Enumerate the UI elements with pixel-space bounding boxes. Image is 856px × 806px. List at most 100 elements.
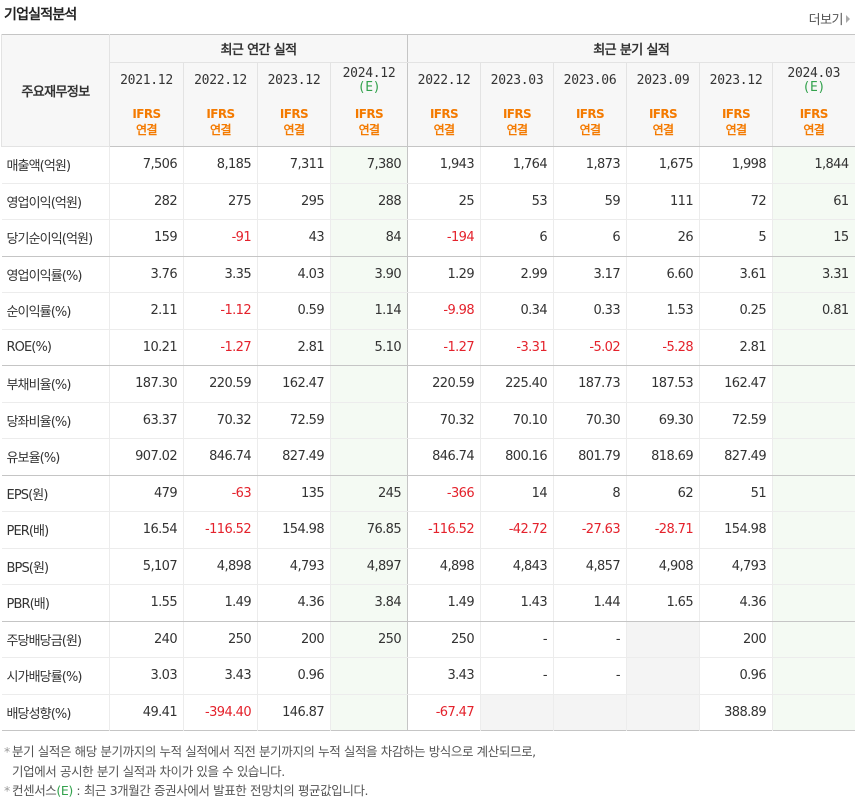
section-title: 기업실적분석 bbox=[4, 7, 77, 23]
table-cell: 1,998 bbox=[699, 146, 773, 184]
table-cell bbox=[626, 621, 700, 658]
table-cell: 69.30 bbox=[626, 402, 700, 439]
row-label: 배당성향(%) bbox=[6, 706, 72, 722]
row-label: PER(배) bbox=[1, 511, 110, 549]
table-cell: 3.43 bbox=[407, 657, 481, 695]
row-label: 당기순이익(억원) bbox=[1, 219, 110, 257]
table-cell: 200 bbox=[699, 621, 773, 658]
row-label: 주당배당금(원) bbox=[1, 621, 110, 658]
table-row: 매출액(억원) 7,506 8,185 7,311 7,380 1,943 1,764 1,8… bbox=[1, 146, 855, 184]
footnote-text: : 최근 3개월간 증권사에서 발표한 전망치의 평균값입니다. bbox=[72, 783, 369, 798]
basis-scope: 연결 bbox=[283, 123, 305, 138]
basis-standard: IFRS bbox=[721, 107, 751, 122]
table-cell: -63 bbox=[183, 475, 258, 512]
table-cell: -67.47 bbox=[407, 694, 481, 731]
table-row: PER(배) 16.54 -116.52 154.98 76.85 -116.52 -42.… bbox=[1, 511, 855, 549]
basis-header: IFRS 연결 bbox=[329, 98, 408, 147]
table-row: EPS(원) 479 -63 135 245 -366 14 8 62 51 bbox=[1, 475, 855, 512]
period-label: 2022.12 bbox=[194, 72, 247, 88]
table-cell: 3.03 bbox=[109, 657, 184, 695]
table-cell: -42.72 bbox=[480, 511, 554, 549]
period-label: 2022.12 bbox=[417, 72, 471, 88]
table-cell bbox=[772, 329, 855, 366]
table-cell bbox=[772, 438, 855, 476]
table-cell: 3.43 bbox=[183, 657, 258, 695]
table-cell: 220.59 bbox=[407, 365, 481, 403]
table-cell: 4.36 bbox=[257, 584, 331, 622]
row-label: 영업이익(억원) bbox=[1, 183, 110, 220]
table-cell: 0.96 bbox=[257, 657, 331, 695]
table-cell: 1,675 bbox=[626, 146, 700, 184]
table-cell bbox=[772, 621, 855, 658]
period-label: 2023.09 bbox=[636, 72, 690, 88]
basis-scope: 연결 bbox=[506, 123, 528, 138]
table-cell: 61 bbox=[772, 183, 855, 220]
table-cell: 159 bbox=[109, 219, 184, 257]
table-cell: -27.63 bbox=[553, 511, 627, 549]
table-cell bbox=[626, 657, 700, 695]
table-cell: - bbox=[480, 657, 554, 695]
table-cell: 7,506 bbox=[109, 146, 184, 184]
row-label: 매출액(억원) bbox=[1, 146, 110, 184]
table-cell: 187.73 bbox=[553, 365, 627, 403]
basis-scope: 연결 bbox=[803, 123, 825, 138]
table-cell: 1.49 bbox=[183, 584, 258, 622]
table-cell: -116.52 bbox=[407, 511, 481, 549]
table-cell: 250 bbox=[407, 621, 481, 658]
basis-scope: 연결 bbox=[652, 123, 674, 138]
table-cell: 1,873 bbox=[553, 146, 627, 184]
table-cell: 1.29 bbox=[407, 256, 481, 293]
more-link[interactable]: 더보기 bbox=[809, 9, 850, 28]
table-cell: 846.74 bbox=[183, 438, 258, 476]
table-cell: 72.59 bbox=[257, 402, 331, 439]
annual-group-header: 최근 연간 실적 bbox=[108, 34, 408, 63]
table-cell: 2.99 bbox=[480, 256, 554, 293]
footnote-consensus: * 컨센서스(E) : 최근 3개월간 증권사에서 발표한 전망치의 평균값입니… bbox=[4, 781, 536, 801]
row-label: EPS(원) bbox=[1, 475, 110, 512]
table-cell: 63.37 bbox=[109, 402, 184, 439]
table-cell: 4,793 bbox=[699, 548, 773, 585]
footnote-quarterly: * 분기 실적은 해당 분기까지의 누적 실적에서 직전 분기까지의 누적 실적… bbox=[4, 742, 536, 762]
table-cell: - bbox=[553, 621, 627, 658]
table-cell: 250 bbox=[329, 621, 408, 658]
estimate-mark: (E) bbox=[357, 79, 381, 95]
table-cell bbox=[772, 584, 855, 622]
table-cell bbox=[626, 694, 700, 731]
period-header: 2023.06 bbox=[553, 62, 627, 99]
table-cell: 250 bbox=[183, 621, 258, 658]
table-cell: -1.27 bbox=[183, 329, 258, 366]
table-cell: 154.98 bbox=[699, 511, 773, 549]
basis-standard: IFRS bbox=[279, 107, 309, 122]
table-cell: -194 bbox=[407, 219, 481, 257]
table-cell: 225.40 bbox=[480, 365, 554, 403]
table-cell: -366 bbox=[407, 475, 481, 512]
basis-standard: IFRS bbox=[575, 107, 605, 122]
header-group-row: 주요재무정보 최근 연간 실적 최근 분기 실적 bbox=[1, 34, 855, 147]
table-cell: 1.14 bbox=[329, 292, 408, 330]
table-cell: 3.35 bbox=[183, 256, 258, 293]
table-cell: 70.10 bbox=[480, 402, 554, 439]
table-cell: 0.81 bbox=[772, 292, 855, 330]
table-cell bbox=[772, 657, 855, 695]
table-cell: -9.98 bbox=[407, 292, 481, 330]
more-link-label: 더보기 bbox=[808, 13, 844, 28]
table-cell: 26 bbox=[626, 219, 700, 257]
table-cell: 162.47 bbox=[699, 365, 773, 403]
basis-scope: 연결 bbox=[725, 123, 747, 138]
table-cell: 295 bbox=[257, 183, 331, 220]
period-label: 2023.12 bbox=[709, 72, 763, 88]
table-cell: 53 bbox=[480, 183, 554, 220]
table-cell: 1.65 bbox=[626, 584, 700, 622]
row-label: 부채비율(%) bbox=[1, 365, 110, 403]
period-label: 2023.06 bbox=[563, 72, 617, 88]
table-cell: 4,843 bbox=[480, 548, 554, 585]
row-header-label: 주요재무정보 bbox=[1, 34, 110, 147]
quarter-group-header: 최근 분기 실적 bbox=[407, 34, 855, 63]
period-header: 2023.03 bbox=[480, 62, 554, 99]
table-cell: 8 bbox=[553, 475, 627, 512]
table-cell: 1,844 bbox=[772, 146, 855, 184]
table-cell: 0.59 bbox=[257, 292, 331, 330]
table-cell: 62 bbox=[626, 475, 700, 512]
financial-table: 주요재무정보 최근 연간 실적 최근 분기 실적 2021.12 2022.12 2023… bbox=[1, 34, 855, 731]
table-row: PBR(배) 1.55 1.49 4.36 3.84 1.49 1.43 1.44 1.65 4.… bbox=[1, 584, 855, 622]
